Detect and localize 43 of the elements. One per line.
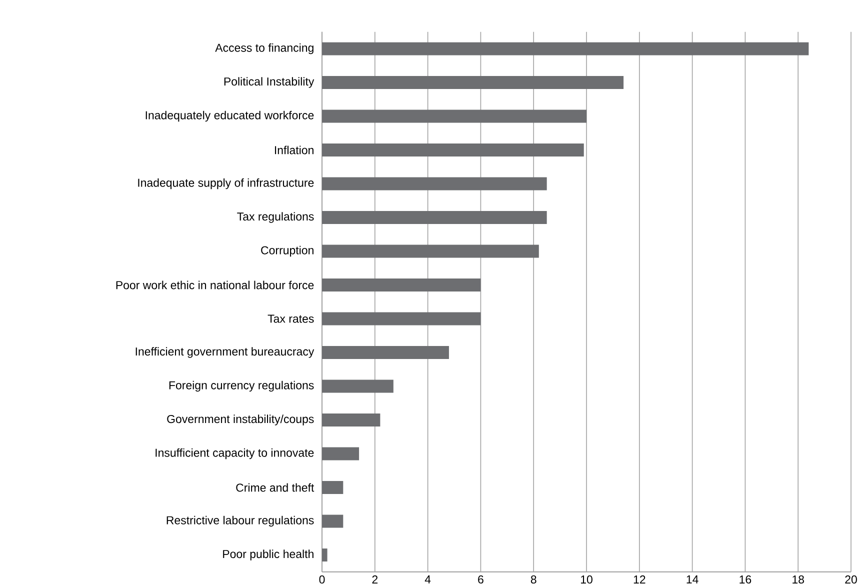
bar bbox=[322, 42, 809, 56]
y-tick-label: Restrictive labour regulations bbox=[166, 516, 314, 527]
bar bbox=[322, 447, 360, 460]
y-tick-label: Access to financing bbox=[215, 43, 314, 54]
bar bbox=[322, 143, 584, 156]
bar bbox=[322, 110, 587, 123]
bar bbox=[322, 278, 481, 292]
bar bbox=[322, 244, 539, 258]
y-tick-label: Foreign currency regulations bbox=[169, 380, 314, 392]
bar bbox=[322, 346, 449, 359]
bar bbox=[322, 414, 380, 426]
y-tick-label: Insufficient capacity to innovate bbox=[156, 448, 314, 460]
y-tick-label: Crime and theft bbox=[236, 483, 314, 492]
x-tick-label: 2 bbox=[372, 575, 378, 584]
y-tick-label: Tax rates bbox=[268, 314, 314, 323]
x-tick-label: 14 bbox=[686, 575, 698, 584]
x-tick-label: 4 bbox=[424, 575, 431, 584]
bar bbox=[322, 481, 344, 494]
bar bbox=[322, 514, 344, 528]
y-tick-label: Inflation bbox=[274, 146, 314, 154]
y-tick-label: Inadequate supply of infrastructure bbox=[138, 178, 314, 190]
y-tick-label: Inefficient government bureaucracy bbox=[136, 347, 314, 358]
y-tick-label: Corruption bbox=[261, 246, 314, 257]
y-tick-label: Tax regulations bbox=[237, 212, 314, 223]
x-tick-label: 10 bbox=[580, 575, 592, 584]
y-tick-label: Poor public health bbox=[223, 550, 314, 560]
y-tick-label: Inadequately educated workforce bbox=[146, 110, 314, 122]
x-tick-label: 12 bbox=[634, 575, 646, 584]
x-tick-label: 16 bbox=[740, 575, 752, 584]
y-tick-label: Political Instability bbox=[224, 77, 314, 88]
y-tick-label: Poor work ethic in national labour force bbox=[116, 280, 314, 290]
bar bbox=[322, 177, 547, 190]
bar bbox=[322, 548, 328, 562]
y-tick-label: Government instability/coups bbox=[167, 414, 314, 426]
bar bbox=[322, 312, 481, 326]
x-tick-label: 8 bbox=[530, 575, 536, 584]
x-tick-label: 18 bbox=[792, 575, 804, 584]
bar bbox=[322, 380, 394, 393]
x-tick-label: 20 bbox=[845, 575, 857, 584]
bar bbox=[322, 211, 547, 224]
x-tick-label: 0 bbox=[319, 575, 325, 584]
bar bbox=[322, 76, 624, 89]
x-tick-label: 6 bbox=[478, 575, 484, 584]
